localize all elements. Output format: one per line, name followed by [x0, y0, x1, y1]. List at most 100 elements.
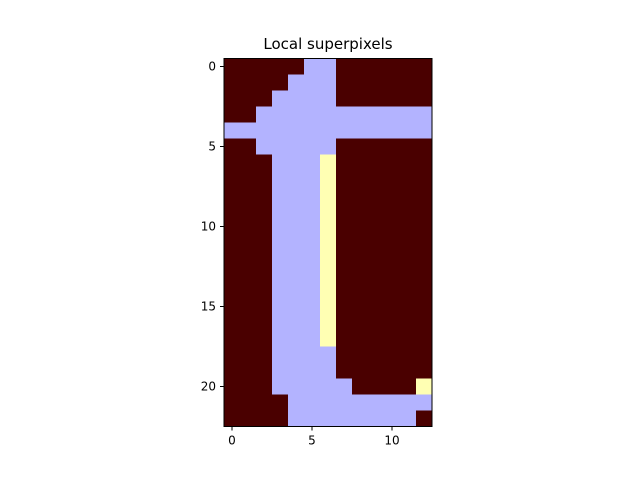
heatmap-cell-r1-c3 [272, 74, 289, 91]
heatmap-cell-r16-c9 [368, 314, 385, 331]
heatmap-cell-r16-c4 [288, 314, 305, 331]
heatmap-cell-r17-c12 [416, 330, 433, 347]
heatmap-cell-r13-c4 [288, 266, 305, 283]
heatmap-cell-r13-c11 [400, 266, 417, 283]
heatmap-cell-r6-c9 [368, 154, 385, 171]
heatmap-cell-r4-c8 [352, 122, 369, 139]
heatmap-cell-r17-c2 [256, 330, 273, 347]
heatmap-cell-r7-c11 [400, 170, 417, 187]
heatmap-cell-r21-c0 [224, 394, 241, 411]
heatmap-cell-r11-c8 [352, 234, 369, 251]
heatmap-cell-r0-c4 [288, 58, 305, 75]
heatmap-cell-r0-c7 [336, 58, 353, 75]
heatmap-cell-r8-c4 [288, 186, 305, 203]
heatmap-cell-r2-c0 [224, 90, 241, 107]
heatmap-cell-r10-c7 [336, 218, 353, 235]
heatmap-cell-r22-c5 [304, 410, 321, 427]
heatmap-cell-r2-c9 [368, 90, 385, 107]
heatmap-cell-r20-c7 [336, 378, 353, 395]
heatmap-cell-r0-c3 [272, 58, 289, 75]
heatmap-cell-r18-c8 [352, 346, 369, 363]
heatmap-cell-r16-c2 [256, 314, 273, 331]
heatmap-cell-r9-c6 [320, 202, 337, 219]
y-tick-label-20: 20 [201, 380, 216, 394]
heatmap-cell-r20-c4 [288, 378, 305, 395]
heatmap-cell-r14-c6 [320, 282, 337, 299]
heatmap-cell-r2-c7 [336, 90, 353, 107]
heatmap-cell-r12-c6 [320, 250, 337, 267]
heatmap-cell-r0-c0 [224, 58, 241, 75]
heatmap-cell-r11-c1 [240, 234, 257, 251]
heatmap-cell-r6-c0 [224, 154, 241, 171]
heatmap-cell-r21-c4 [288, 394, 305, 411]
heatmap-cell-r22-c1 [240, 410, 257, 427]
heatmap-cell-r1-c1 [240, 74, 257, 91]
heatmap-cell-r5-c10 [384, 138, 401, 155]
heatmap-cell-r7-c0 [224, 170, 241, 187]
heatmap-cell-r3-c4 [288, 106, 305, 123]
heatmap-cell-r8-c6 [320, 186, 337, 203]
heatmap-cell-r16-c12 [416, 314, 433, 331]
heatmap-cell-r11-c6 [320, 234, 337, 251]
heatmap-cell-r17-c11 [400, 330, 417, 347]
heatmap-cell-r11-c3 [272, 234, 289, 251]
y-tick-label-10: 10 [201, 220, 216, 234]
heatmap-cell-r7-c6 [320, 170, 337, 187]
heatmap-cell-r10-c4 [288, 218, 305, 235]
heatmap-cell-r22-c10 [384, 410, 401, 427]
y-tick-label-15: 15 [201, 300, 216, 314]
heatmap-cell-r18-c11 [400, 346, 417, 363]
heatmap-cell-r7-c10 [384, 170, 401, 187]
heatmap-cell-r17-c10 [384, 330, 401, 347]
heatmap-cell-r3-c7 [336, 106, 353, 123]
heatmap-cell-r14-c4 [288, 282, 305, 299]
heatmap-cell-r8-c0 [224, 186, 241, 203]
heatmap-cell-r15-c7 [336, 298, 353, 315]
heatmap-cell-r20-c3 [272, 378, 289, 395]
heatmap-cell-r13-c7 [336, 266, 353, 283]
heatmap-cell-r2-c11 [400, 90, 417, 107]
heatmap-cell-r21-c7 [336, 394, 353, 411]
heatmap-cell-r20-c0 [224, 378, 241, 395]
heatmap-cell-r6-c7 [336, 154, 353, 171]
heatmap-cell-r8-c2 [256, 186, 273, 203]
heatmap-cell-r1-c11 [400, 74, 417, 91]
heatmap-cell-r20-c12 [416, 378, 433, 395]
heatmap-cell-r2-c12 [416, 90, 433, 107]
heatmap-cell-r7-c3 [272, 170, 289, 187]
y-tick-label-0: 0 [208, 60, 216, 74]
heatmap-cell-r20-c1 [240, 378, 257, 395]
chart-title: Local superpixels [263, 35, 392, 53]
heatmap-cell-r12-c8 [352, 250, 369, 267]
heatmap-cell-r1-c4 [288, 74, 305, 91]
heatmap-cell-r5-c12 [416, 138, 433, 155]
heatmap-cell-r9-c1 [240, 202, 257, 219]
heatmap-cell-r2-c8 [352, 90, 369, 107]
heatmap-cell-r6-c12 [416, 154, 433, 171]
heatmap-cell-r19-c2 [256, 362, 273, 379]
heatmap-cell-r9-c4 [288, 202, 305, 219]
heatmap-cell-r16-c3 [272, 314, 289, 331]
heatmap-cell-r10-c1 [240, 218, 257, 235]
y-tick-label-5: 5 [208, 140, 216, 154]
heatmap-cell-r15-c9 [368, 298, 385, 315]
heatmap-cell-r18-c1 [240, 346, 257, 363]
heatmap-cell-r0-c11 [400, 58, 417, 75]
heatmap-cell-r6-c11 [400, 154, 417, 171]
heatmap-cell-r4-c4 [288, 122, 305, 139]
heatmap-cell-r18-c12 [416, 346, 433, 363]
heatmap-cell-r11-c9 [368, 234, 385, 251]
heatmap-cell-r13-c5 [304, 266, 321, 283]
heatmap-cell-r3-c8 [352, 106, 369, 123]
heatmap-cell-r9-c12 [416, 202, 433, 219]
heatmap-cell-r16-c8 [352, 314, 369, 331]
heatmap-cell-r17-c6 [320, 330, 337, 347]
heatmap-cell-r19-c6 [320, 362, 337, 379]
heatmap-cell-r5-c6 [320, 138, 337, 155]
heatmap-cell-r19-c1 [240, 362, 257, 379]
heatmap-cell-r20-c11 [400, 378, 417, 395]
heatmap-cell-r2-c4 [288, 90, 305, 107]
heatmap-cell-r2-c3 [272, 90, 289, 107]
heatmap-cell-r12-c9 [368, 250, 385, 267]
